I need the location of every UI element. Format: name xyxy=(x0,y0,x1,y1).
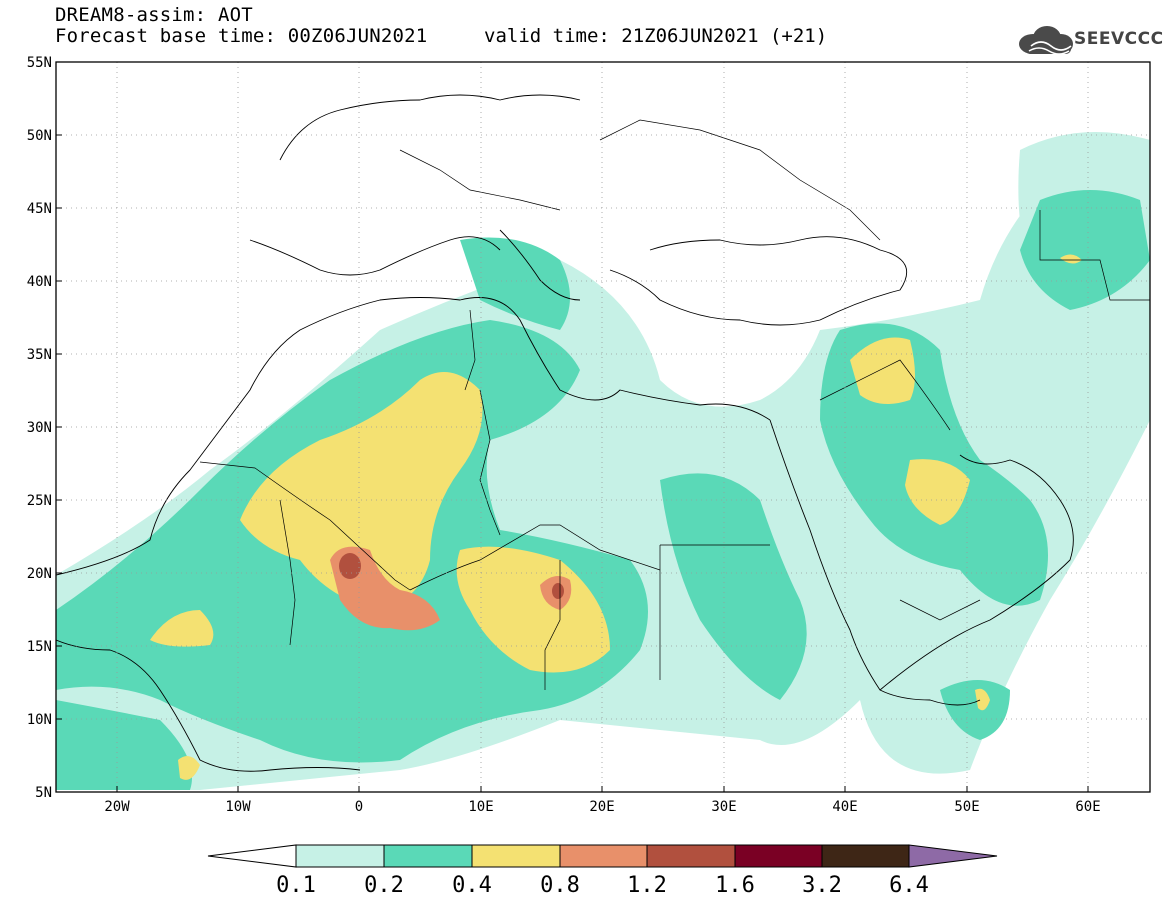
tick-marks xyxy=(56,61,1089,793)
forecast-base-time: Forecast base time: 00Z06JUN2021 xyxy=(55,25,428,47)
lat-label: 20N xyxy=(27,566,52,582)
lon-label: 60E xyxy=(1075,799,1100,815)
lat-label: 45N xyxy=(27,201,52,217)
colorbar-label: 6.4 xyxy=(889,873,929,898)
lon-label: 20W xyxy=(104,799,130,815)
lat-label: 30N xyxy=(27,420,52,436)
colorbar-label: 1.6 xyxy=(715,873,755,898)
colorbar-swatch xyxy=(295,844,385,868)
colorbar-swatch xyxy=(559,844,648,868)
lat-label: 25N xyxy=(27,493,52,509)
colorbar-swatch xyxy=(646,844,736,868)
colorbar-label: 0.1 xyxy=(276,873,316,898)
lat-label: 55N xyxy=(27,55,52,71)
lat-label: 15N xyxy=(27,639,52,655)
colorbar-lower-arrow xyxy=(207,844,297,868)
lat-label: 35N xyxy=(27,347,52,363)
colorbar-label: 0.4 xyxy=(452,873,492,898)
lat-label: 40N xyxy=(27,274,52,290)
lat-label: 10N xyxy=(27,712,52,728)
aot-field xyxy=(56,132,1150,790)
lon-label: 0 xyxy=(355,799,363,815)
lon-label: 30E xyxy=(711,799,736,815)
country-borders xyxy=(199,119,1150,690)
logo-text: SEEVCCC xyxy=(1074,29,1164,49)
lon-label: 20E xyxy=(589,799,614,815)
lon-label: 10E xyxy=(468,799,493,815)
colorbar-label: 0.2 xyxy=(364,873,404,898)
cloud-icon xyxy=(1019,26,1073,55)
map-title: DREAM8-assim: AOT xyxy=(55,4,253,26)
colorbar-label: 0.8 xyxy=(540,873,580,898)
lat-label: 5N xyxy=(35,785,52,801)
lat-label: 50N xyxy=(27,128,52,144)
colorbar-label: 1.2 xyxy=(627,873,667,898)
lon-label: 50E xyxy=(954,799,979,815)
colorbar xyxy=(207,844,998,868)
valid-time: valid time: 21Z06JUN2021 (+21) xyxy=(484,25,828,47)
colorbar-swatch xyxy=(821,844,910,868)
graticule xyxy=(56,62,1150,792)
colorbar-swatch xyxy=(734,844,823,868)
colorbar-upper-arrow xyxy=(908,844,998,868)
lon-label: 10W xyxy=(225,799,251,815)
colorbar-swatch xyxy=(383,844,473,868)
colorbar-swatch xyxy=(471,844,561,868)
colorbar-label: 3.2 xyxy=(802,873,842,898)
coastlines xyxy=(56,94,1074,772)
lon-label: 40E xyxy=(832,799,857,815)
